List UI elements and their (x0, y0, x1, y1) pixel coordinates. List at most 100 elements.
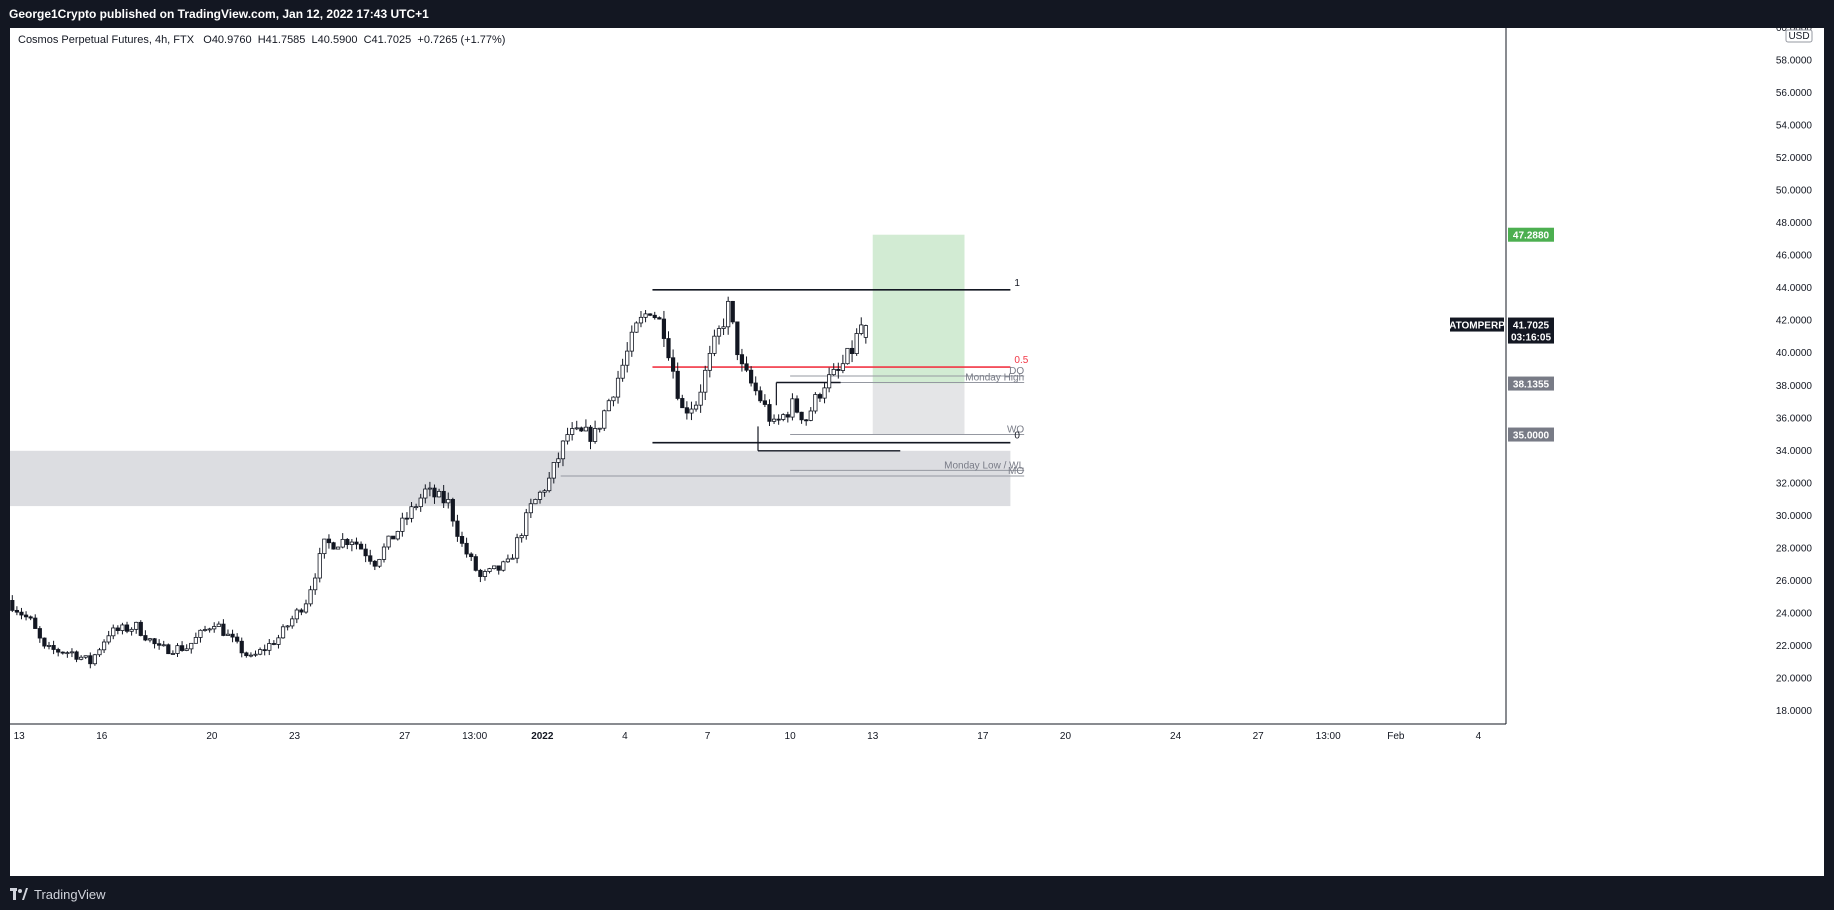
candle (115, 625, 120, 635)
price-tick-label: 52.0000 (1776, 153, 1813, 164)
candle (184, 644, 189, 652)
monday-high-label: Monday High (965, 373, 1024, 384)
candle (46, 641, 52, 650)
candle-body (423, 488, 428, 499)
candle (625, 342, 630, 373)
candle-body (152, 638, 157, 645)
candle (707, 345, 712, 378)
candle-body (749, 369, 754, 384)
candle-body (74, 651, 79, 660)
candle (271, 640, 276, 646)
candle-body (478, 569, 483, 577)
candle (524, 508, 529, 540)
candle-body (147, 638, 153, 641)
candle (262, 644, 267, 656)
candle-body (65, 652, 70, 655)
candle-body (790, 398, 795, 418)
range-mid-label: 0.5 (1014, 355, 1028, 366)
candle-body (189, 642, 194, 650)
candle-body (42, 637, 47, 647)
price-tick-label: 46.0000 (1776, 251, 1813, 262)
candle-body (340, 538, 345, 548)
candle-body (184, 648, 189, 651)
candle (65, 651, 70, 658)
candle (322, 538, 327, 559)
chart-frame[interactable]: DO Monday High WO Monday Low / WL MO 1 0.5 0 18… (10, 28, 1824, 876)
candle (290, 615, 295, 629)
candle (657, 316, 662, 320)
candle (744, 356, 749, 373)
candle-body (758, 390, 763, 402)
candle-body (533, 498, 538, 505)
do-label: DO (1009, 366, 1024, 377)
candle (551, 462, 556, 484)
candle (358, 541, 364, 550)
candle-body (629, 331, 634, 352)
candle-body (602, 410, 607, 429)
candle (698, 384, 703, 413)
candle (14, 606, 19, 616)
candle (450, 497, 455, 527)
candle (124, 621, 130, 634)
candle-body (239, 640, 244, 654)
price-tick-label: 44.0000 (1776, 283, 1813, 294)
lines-layer (560, 289, 1025, 477)
candle (519, 533, 524, 543)
legend-close: 41.7025 (371, 34, 412, 46)
candle-body (794, 398, 800, 413)
candle-body (170, 653, 176, 655)
candle-body (56, 649, 61, 653)
tradingview-logo[interactable]: TradingView (10, 887, 106, 902)
candle-body (693, 404, 699, 410)
candle-body (524, 512, 529, 536)
candle (620, 358, 625, 382)
legend-change: +0.7265 (+1.77%) (417, 34, 506, 46)
candle (648, 313, 653, 317)
candle-body (436, 490, 442, 498)
candle-body (404, 517, 410, 520)
candle (671, 349, 676, 379)
candle-body (671, 357, 676, 372)
candle (42, 637, 47, 649)
candle (528, 498, 533, 518)
price-tag (1508, 227, 1554, 242)
candle-body (386, 535, 391, 548)
time-tick-label: 2022 (531, 731, 554, 742)
candle-body (308, 589, 313, 605)
candle-body (349, 541, 354, 545)
candle (354, 537, 359, 550)
candle-body (79, 656, 84, 660)
candle-body (799, 411, 804, 421)
candle (583, 419, 589, 432)
candle (767, 399, 772, 427)
candle-body (625, 350, 630, 366)
long-stop-zone (872, 383, 965, 435)
candle-body (391, 535, 396, 540)
candle-body (547, 477, 552, 492)
zones-layer (10, 234, 1011, 507)
candle (175, 643, 180, 658)
candle (166, 643, 171, 655)
price-tick-label: 30.0000 (1776, 511, 1813, 522)
candle-body (583, 426, 589, 432)
candle-body (414, 506, 419, 509)
candle-body (331, 542, 336, 550)
candle (574, 420, 579, 431)
candle (418, 493, 423, 512)
candle-body (106, 635, 111, 643)
candle-body (680, 398, 685, 409)
price-tick-label: 56.0000 (1776, 88, 1813, 99)
candle (37, 626, 42, 643)
candle-body (505, 558, 510, 563)
candle-body (744, 363, 749, 371)
candle-body (597, 427, 602, 430)
candle-body (648, 313, 653, 316)
candle (138, 620, 143, 637)
candle (854, 328, 859, 356)
candle (395, 530, 400, 541)
candle (813, 392, 818, 414)
candle (111, 624, 116, 640)
time-tick-label: 16 (96, 731, 108, 742)
time-tick-label: 4 (622, 731, 628, 742)
